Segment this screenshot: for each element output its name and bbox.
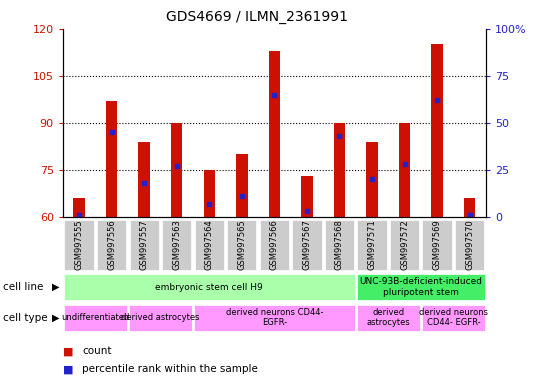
FancyBboxPatch shape [162, 220, 191, 270]
FancyBboxPatch shape [129, 305, 192, 331]
Text: GSM997568: GSM997568 [335, 219, 344, 270]
Text: derived neurons
CD44- EGFR-: derived neurons CD44- EGFR- [419, 308, 488, 328]
Bar [171, 123, 182, 217]
FancyBboxPatch shape [64, 220, 94, 270]
Bar [73, 198, 85, 217]
FancyBboxPatch shape [227, 220, 257, 270]
FancyBboxPatch shape [357, 305, 420, 331]
FancyBboxPatch shape [194, 305, 355, 331]
Bar [399, 123, 410, 217]
Text: cell line: cell line [3, 282, 43, 292]
Text: GSM997564: GSM997564 [205, 219, 214, 270]
Bar [431, 45, 443, 217]
Bar [204, 170, 215, 217]
FancyBboxPatch shape [357, 274, 485, 300]
Text: cell type: cell type [3, 313, 48, 323]
Text: GSM997572: GSM997572 [400, 219, 409, 270]
Bar [269, 51, 280, 217]
FancyBboxPatch shape [260, 220, 289, 270]
Text: GSM997567: GSM997567 [302, 219, 311, 270]
Text: derived
astrocytes: derived astrocytes [366, 308, 410, 328]
FancyBboxPatch shape [129, 220, 159, 270]
FancyBboxPatch shape [325, 220, 354, 270]
Text: GSM997556: GSM997556 [107, 219, 116, 270]
Text: GSM997555: GSM997555 [75, 220, 84, 270]
FancyBboxPatch shape [194, 220, 224, 270]
Text: ■: ■ [63, 346, 73, 356]
Bar [464, 198, 476, 217]
Bar [236, 154, 247, 217]
Text: UNC-93B-deficient-induced
pluripotent stem: UNC-93B-deficient-induced pluripotent st… [359, 277, 482, 297]
Bar [366, 142, 378, 217]
FancyBboxPatch shape [390, 220, 419, 270]
FancyBboxPatch shape [422, 305, 485, 331]
FancyBboxPatch shape [64, 274, 355, 300]
Text: ▶: ▶ [52, 313, 60, 323]
FancyBboxPatch shape [292, 220, 322, 270]
Text: undifferentiated: undifferentiated [61, 313, 129, 322]
FancyBboxPatch shape [455, 220, 484, 270]
FancyBboxPatch shape [358, 220, 387, 270]
Text: GSM997557: GSM997557 [140, 219, 149, 270]
Text: GSM997565: GSM997565 [238, 219, 246, 270]
Text: count: count [82, 346, 111, 356]
Text: GSM997563: GSM997563 [172, 219, 181, 270]
FancyBboxPatch shape [423, 220, 452, 270]
Text: embryonic stem cell H9: embryonic stem cell H9 [156, 283, 263, 291]
Bar [106, 101, 117, 217]
Text: percentile rank within the sample: percentile rank within the sample [82, 364, 258, 374]
Text: GSM997566: GSM997566 [270, 219, 279, 270]
Text: ■: ■ [63, 364, 73, 374]
Text: derived neurons CD44-
EGFR-: derived neurons CD44- EGFR- [225, 308, 323, 328]
Text: GSM997570: GSM997570 [465, 219, 474, 270]
Bar [301, 176, 313, 217]
Bar [139, 142, 150, 217]
Text: GSM997571: GSM997571 [367, 219, 377, 270]
Text: ▶: ▶ [52, 282, 60, 292]
Text: GSM997569: GSM997569 [432, 219, 442, 270]
FancyBboxPatch shape [97, 220, 126, 270]
Bar [334, 123, 345, 217]
FancyBboxPatch shape [64, 305, 127, 331]
Text: derived astrocytes: derived astrocytes [121, 313, 200, 322]
Text: GDS4669 / ILMN_2361991: GDS4669 / ILMN_2361991 [165, 10, 348, 23]
